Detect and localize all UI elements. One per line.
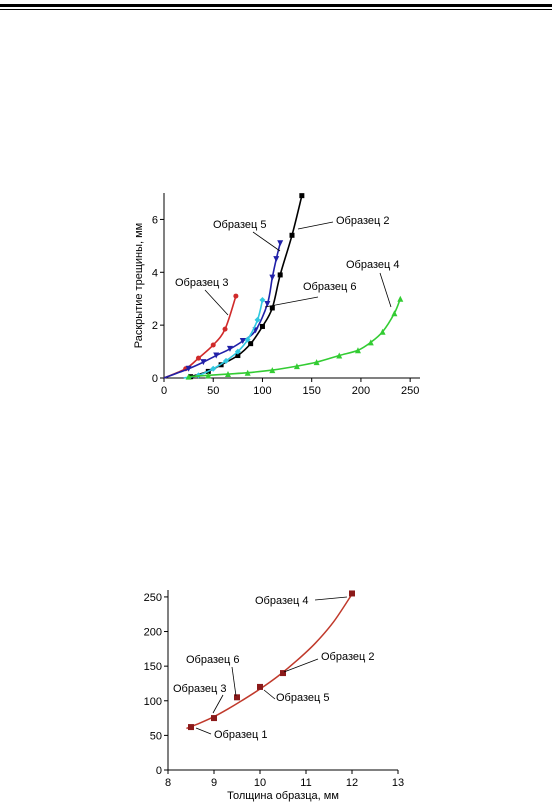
data-point xyxy=(210,365,217,372)
data-point xyxy=(211,715,217,722)
y-tick-label: 0 xyxy=(156,765,162,777)
data-point xyxy=(244,336,251,343)
point-leader xyxy=(195,727,212,735)
header-rule-thick xyxy=(0,4,552,7)
y-tick-label: 2 xyxy=(152,320,158,332)
data-point xyxy=(185,373,192,380)
y-tick-label: 0 xyxy=(152,373,158,385)
point-label: Образец 2 xyxy=(321,651,374,663)
point-label: Образец 4 xyxy=(255,595,308,607)
y-axis-label: Раскрытие трещины, мм xyxy=(133,223,145,348)
data-point xyxy=(222,326,228,332)
x-tick-label: 100 xyxy=(253,385,271,397)
x-tick-label: 10 xyxy=(254,777,266,789)
data-point xyxy=(391,310,398,317)
data-point xyxy=(225,371,231,378)
point-label: Образец 1 xyxy=(214,729,267,741)
data-point xyxy=(205,372,212,379)
annotation-label: Образец 6 xyxy=(303,281,356,293)
data-point xyxy=(195,355,201,361)
data-point xyxy=(254,316,261,323)
point-label: Образец 6 xyxy=(186,654,239,666)
x-tick-label: 12 xyxy=(346,777,358,789)
data-point xyxy=(264,301,271,307)
y-tick-label: 6 xyxy=(152,214,158,226)
x-tick-label: 9 xyxy=(211,777,217,789)
data-point xyxy=(234,694,240,701)
data-point xyxy=(277,272,283,278)
annotation-leader xyxy=(264,296,319,308)
data-point xyxy=(367,339,374,346)
x-tick-label: 200 xyxy=(352,385,370,397)
point-leader xyxy=(314,596,348,601)
header-rule-thin xyxy=(0,9,552,10)
y-tick-label: 50 xyxy=(150,730,162,742)
y-tick-label: 250 xyxy=(144,592,162,604)
data-point xyxy=(235,353,241,359)
x-tick-label: 13 xyxy=(392,777,404,789)
annotation-label: Образец 3 xyxy=(175,277,228,289)
data-point xyxy=(233,293,239,299)
data-point xyxy=(226,345,233,352)
data-point xyxy=(213,352,220,359)
data-point xyxy=(200,359,207,366)
data-point xyxy=(354,347,361,354)
data-point xyxy=(223,357,230,364)
data-point xyxy=(349,590,355,597)
data-point xyxy=(289,232,295,238)
x-axis-label: Толщина образца, мм xyxy=(227,790,339,802)
data-point xyxy=(379,328,386,335)
point-leader xyxy=(231,666,237,697)
x-tick-label: 11 xyxy=(300,777,311,789)
data-point xyxy=(259,323,265,329)
data-point xyxy=(273,256,280,263)
annotation-leader xyxy=(252,231,281,252)
data-point xyxy=(269,305,275,311)
data-point xyxy=(299,193,305,199)
data-point xyxy=(397,295,404,302)
data-point xyxy=(257,683,263,690)
data-point xyxy=(336,352,343,359)
point-label: Образец 5 xyxy=(276,692,329,704)
data-point xyxy=(234,348,241,355)
data-point xyxy=(210,342,216,348)
x-tick-label: 50 xyxy=(207,385,219,397)
annotation-leader xyxy=(204,289,229,316)
x-tick-label: 250 xyxy=(401,385,419,397)
x-tick-label: 0 xyxy=(161,385,167,397)
y-tick-label: 200 xyxy=(144,627,162,639)
data-point xyxy=(244,369,251,376)
y-tick-label: 4 xyxy=(152,267,158,279)
point-leader xyxy=(283,658,319,673)
point-label: Образец 3 xyxy=(173,683,226,695)
annotation-label: Образец 5 xyxy=(213,219,266,231)
annotation-label: Образец 2 xyxy=(336,215,389,227)
y-tick-label: 100 xyxy=(144,696,162,708)
data-point xyxy=(188,724,194,731)
y-tick-label: 150 xyxy=(144,661,162,673)
x-tick-label: 150 xyxy=(303,385,321,397)
data-point xyxy=(185,365,192,372)
annotation-leader xyxy=(297,221,334,230)
point-leader xyxy=(212,694,224,714)
data-point xyxy=(259,297,266,304)
data-point xyxy=(269,367,276,374)
x-tick-label: 8 xyxy=(165,777,171,789)
data-point xyxy=(269,274,276,281)
data-point xyxy=(239,338,246,344)
data-point xyxy=(277,240,284,247)
data-point xyxy=(313,359,320,366)
point-leader xyxy=(263,689,276,700)
annotation-label: Образец 4 xyxy=(346,259,399,271)
data-point xyxy=(293,363,300,370)
data-point xyxy=(248,341,254,347)
data-point xyxy=(280,670,286,677)
annotation-leader xyxy=(379,272,392,308)
